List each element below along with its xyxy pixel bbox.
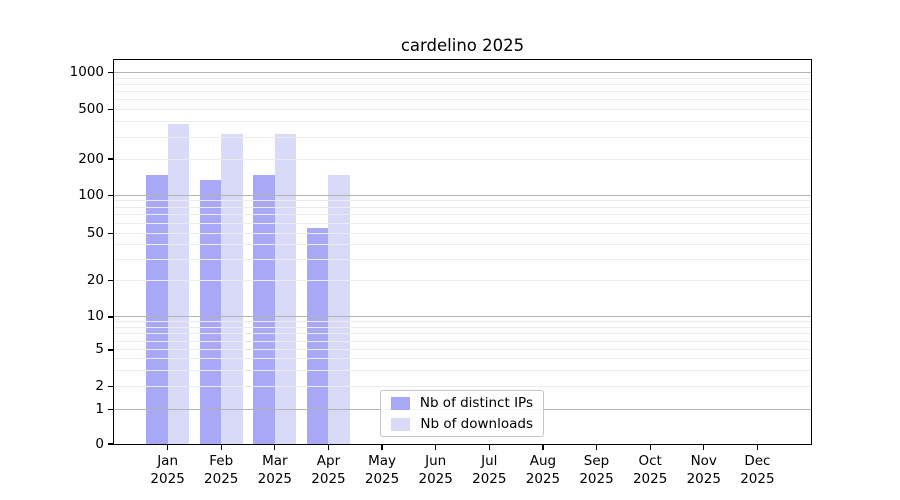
x-tick-label: Feb 2025 xyxy=(204,453,239,487)
y-tick-mark xyxy=(108,443,113,445)
x-tick-mark xyxy=(649,445,651,451)
x-tick-mark xyxy=(220,445,222,451)
x-tick-label: Oct 2025 xyxy=(632,453,668,487)
gridline-minor xyxy=(114,244,811,246)
y-tick-label: 20 xyxy=(86,272,104,289)
bar-distinct-ips xyxy=(306,227,329,444)
y-tick-label: 50 xyxy=(86,224,104,241)
legend: Nb of distinct IPs Nb of downloads xyxy=(380,390,544,437)
bar-distinct-ips xyxy=(199,179,222,444)
legend-label-distinct-ips: Nb of distinct IPs xyxy=(419,395,533,411)
legend-label-downloads: Nb of downloads xyxy=(420,416,533,432)
gridline-minor xyxy=(114,99,811,101)
gridline-minor xyxy=(114,358,811,360)
gridlines-layer xyxy=(114,60,811,444)
bar-distinct-ips xyxy=(253,175,275,444)
legend-item-downloads: Nb of downloads xyxy=(391,416,533,432)
x-tick-label: Jan 2025 xyxy=(150,453,185,487)
gridline-minor xyxy=(114,349,811,351)
x-tick-label: Mar 2025 xyxy=(257,453,293,487)
gridline-minor xyxy=(114,136,811,138)
plot-area: Nb of distinct IPs Nb of downloads xyxy=(113,59,812,445)
y-tick-mark xyxy=(108,386,113,388)
x-tick-label: Jun 2025 xyxy=(418,453,453,487)
y-tick-label: 5 xyxy=(95,341,104,358)
legend-swatch-distinct-ips-icon xyxy=(391,396,410,410)
x-tick-mark xyxy=(274,445,276,451)
y-tick-mark xyxy=(108,349,113,351)
gridline-minor xyxy=(114,109,811,111)
x-tick-mark xyxy=(327,445,330,451)
gridline-minor xyxy=(114,327,811,329)
x-tick-mark xyxy=(166,445,169,451)
y-tick-mark xyxy=(108,232,113,234)
gridline-minor xyxy=(114,84,811,86)
chart-title: cardelino 2025 xyxy=(400,36,525,55)
x-tick-label: Sep 2025 xyxy=(579,453,614,487)
y-tick-label: 100 xyxy=(78,186,104,203)
y-tick-label: 1000 xyxy=(69,64,104,81)
y-tick-mark xyxy=(108,280,113,282)
x-tick-mark xyxy=(488,445,490,451)
x-tick-mark xyxy=(756,445,759,451)
x-tick-label: Apr 2025 xyxy=(311,453,346,487)
gridline-minor xyxy=(114,280,811,282)
y-tick-mark xyxy=(108,158,113,160)
x-tick-mark xyxy=(595,445,598,451)
x-tick-mark xyxy=(381,445,383,451)
legend-item-distinct-ips: Nb of distinct IPs xyxy=(391,395,533,411)
bars-layer xyxy=(114,60,811,444)
gridline-minor xyxy=(114,121,811,123)
y-tick-label: 1 xyxy=(95,400,104,417)
bar-downloads xyxy=(274,133,297,444)
x-tick-mark xyxy=(542,445,544,451)
x-tick-label: Jul 2025 xyxy=(472,453,507,487)
bar-downloads xyxy=(167,124,190,444)
x-tick-label: Aug 2025 xyxy=(525,453,561,487)
gridline-minor xyxy=(114,222,811,224)
x-tick-label: Nov 2025 xyxy=(686,453,721,487)
gridline-minor xyxy=(114,369,811,371)
y-tick-label: 2 xyxy=(95,378,104,395)
x-tick-label: Dec 2025 xyxy=(740,453,775,487)
gridline-minor xyxy=(114,333,811,335)
y-tick-mark xyxy=(108,316,113,318)
gridline-minor xyxy=(114,200,811,202)
x-tick-label: May 2025 xyxy=(364,453,400,487)
gridline-minor xyxy=(114,259,811,261)
y-tick-label: 500 xyxy=(78,101,104,118)
gridline-major xyxy=(114,316,811,318)
gridline-minor xyxy=(114,214,811,216)
y-tick-mark xyxy=(108,108,113,111)
gridline-minor xyxy=(114,232,811,234)
y-tick-label: 200 xyxy=(78,150,104,167)
gridline-minor xyxy=(114,321,811,323)
y-tick-label: 10 xyxy=(86,308,104,325)
bar-distinct-ips xyxy=(146,174,168,444)
bar-downloads xyxy=(221,133,243,444)
gridline-major xyxy=(114,194,811,196)
y-tick-mark xyxy=(108,408,113,411)
y-tick-label: 0 xyxy=(95,435,104,452)
gridline-minor xyxy=(114,91,811,93)
legend-swatch-downloads-icon xyxy=(391,417,411,431)
y-tick-mark xyxy=(108,194,113,196)
bar-downloads xyxy=(328,175,350,444)
x-tick-mark xyxy=(703,445,705,451)
gridline-major xyxy=(114,72,811,74)
y-tick-mark xyxy=(108,72,113,74)
gridline-minor xyxy=(114,386,811,388)
x-tick-mark xyxy=(435,445,437,451)
gridline-minor xyxy=(114,77,811,79)
gridline-minor xyxy=(114,340,811,342)
gridline-minor xyxy=(114,206,811,208)
gridline-minor xyxy=(114,158,811,160)
